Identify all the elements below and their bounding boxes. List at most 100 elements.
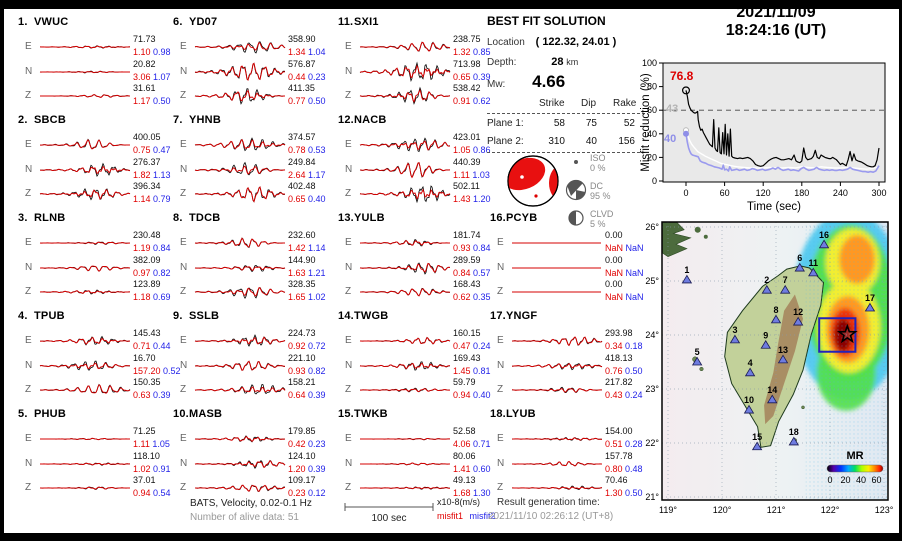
- misfit-values: 0.62 0.35: [453, 292, 491, 302]
- amplitude-value: 154.00: [605, 426, 633, 436]
- component-row-Z: Z 59.79 0.94 0.40: [338, 377, 494, 402]
- lat-tick-label: 24°: [645, 330, 659, 340]
- waveform-plot: [40, 437, 130, 441]
- misfit2-value: 0.50: [153, 96, 171, 106]
- misfit2-value: 0.54: [153, 488, 171, 498]
- misfit1-value: 1.19: [133, 243, 151, 253]
- synthetic-trace: [194, 265, 286, 271]
- chart-plot-area: [662, 62, 886, 183]
- misfit-values: 0.23 0.12: [288, 488, 326, 498]
- misfit1-value: 0.93: [453, 243, 471, 253]
- amplitude-value: 289.59: [453, 254, 481, 265]
- waveform-plot: [359, 60, 451, 82]
- map-station-12: 12: [792, 307, 804, 326]
- station-title: 17.YNGF: [490, 310, 538, 322]
- component-row-N: N 418.13 0.76 0.50: [490, 353, 646, 378]
- component-label: N: [180, 163, 188, 175]
- amplitude-value: 411.35: [288, 83, 315, 93]
- mw-label: Mw:: [487, 79, 506, 90]
- component-label: E: [25, 237, 32, 248]
- observed-trace: [194, 334, 286, 347]
- component-row-Z: Z 502.11 1.43 1.20: [338, 181, 494, 206]
- synthetic-trace: [39, 361, 131, 369]
- map-station-2: 2: [761, 275, 773, 294]
- misfit2-value: 0.69: [153, 292, 171, 302]
- waveform-plot: [194, 334, 286, 347]
- lon-tick-label: 120°: [713, 505, 732, 515]
- misfit1-value: 1.30: [605, 488, 623, 498]
- amplitude-value: 232.60: [288, 230, 316, 240]
- synthetic-trace: [359, 486, 450, 490]
- station-triangle-icon: [792, 316, 804, 326]
- waveform-plot: [359, 336, 451, 345]
- component-label: Z: [25, 482, 32, 493]
- series-misfit-reduction-current: [685, 90, 880, 168]
- waveform-plot: [194, 435, 286, 443]
- misfit2-value: 0.44: [153, 341, 171, 351]
- amplitude-value: 168.43: [453, 279, 481, 289]
- x-axis-label: Time (sec): [747, 201, 801, 213]
- misfit1-value: 0.65: [453, 71, 471, 82]
- amplitude-value: 169.43: [453, 352, 481, 363]
- misfit-values: 0.84 0.57: [453, 268, 491, 278]
- component-label: E: [180, 237, 187, 248]
- map-station-5: 5: [691, 347, 703, 366]
- misfit1-legend-label: misfit1: [437, 511, 464, 521]
- station-number: 7.: [173, 114, 183, 126]
- misfit2-value: 0.39: [308, 390, 326, 400]
- synthetic-trace: [194, 436, 286, 442]
- waveform-plot: [40, 138, 130, 150]
- amplitude-value: 49.13: [453, 475, 476, 485]
- waveform-plot: [359, 137, 451, 153]
- misfit-values: 0.76 0.50: [605, 366, 643, 376]
- station-number: 2.: [18, 114, 28, 126]
- amplitude-value: 217.82: [605, 377, 633, 387]
- misfit1-value: 0.93: [288, 365, 306, 376]
- annotation-43: 43: [666, 103, 678, 115]
- component-label: Z: [345, 482, 352, 493]
- misfit2-value: 0.60: [473, 463, 491, 474]
- synthetic-trace: [360, 388, 450, 393]
- component-row-E: E 0.00 NaN NaN: [490, 230, 646, 255]
- misfit1-value: 1.34: [288, 47, 306, 57]
- waveform-plot: [194, 137, 286, 152]
- station-triangle-icon: [779, 284, 791, 294]
- station-number: 11.: [338, 16, 354, 28]
- misfit-values: 0.93 0.82: [288, 366, 326, 376]
- amplitude-value: 328.35: [288, 279, 316, 289]
- plane2-strike: 310: [548, 136, 565, 147]
- misfit1-value: 0.51: [605, 439, 623, 449]
- synthetic-trace: [39, 165, 130, 174]
- lat-tick-label: 21°: [645, 492, 659, 502]
- china-coast-land: [662, 222, 692, 258]
- component-label: Z: [180, 286, 187, 297]
- station-number-label: 5: [695, 347, 700, 357]
- synthetic-trace: [194, 138, 286, 150]
- misfit-values: NaN NaN: [605, 243, 644, 253]
- misfit-values: 0.94 0.54: [133, 488, 171, 498]
- synthetic-trace: [194, 336, 286, 345]
- component-row-E: E 52.58 4.06 0.71: [338, 426, 494, 451]
- misfit1-value: 0.91: [453, 96, 471, 106]
- y-tick-label: 40: [647, 129, 657, 139]
- station-triangle-icon: [751, 441, 763, 451]
- station-title: 11.SXI1: [338, 16, 379, 28]
- station-number: 12.: [338, 114, 354, 126]
- waveform-plot: [194, 237, 285, 249]
- station-number-label: 13: [778, 345, 788, 355]
- component-row-Z: Z 396.34 1.14 0.79: [18, 181, 174, 206]
- plane2-rake: 156: [618, 136, 635, 147]
- station-triangle-icon: [761, 284, 773, 294]
- misfit1-value: 0.43: [605, 390, 623, 400]
- synthetic-trace: [39, 241, 131, 245]
- map-station-17: 17: [864, 293, 876, 312]
- map-station-16: 16: [818, 230, 830, 249]
- station-title: 18.LYUB: [490, 408, 536, 420]
- misfit2-value: 0.84: [473, 243, 491, 253]
- component-row-Z: Z 37.01 0.94 0.54: [18, 475, 174, 500]
- misfit1-value: 0.76: [605, 365, 623, 376]
- amplitude-value: 158.21: [288, 377, 316, 387]
- misfit2-value: 0.23: [308, 71, 326, 82]
- amplitude-value: 374.57: [288, 132, 316, 142]
- misfit-values: 0.34 0.18: [605, 341, 643, 351]
